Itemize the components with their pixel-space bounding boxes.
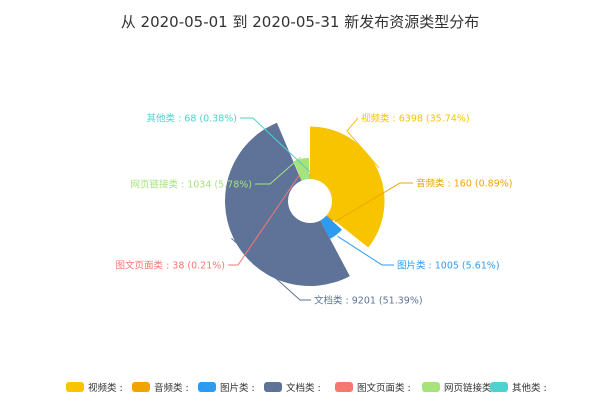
leader-line-0 [346,117,380,169]
leader-lines-group [228,117,413,301]
legend-swatch-2[interactable] [198,382,216,392]
legend-label-0[interactable]: 视频类 : [88,382,123,394]
slice-2[interactable] [320,215,342,239]
legend-swatch-4[interactable] [335,382,353,392]
legend-label-1[interactable]: 音频类 : [154,382,189,394]
slice-label-1: 音频类 : 160 (0.89%) [416,178,513,190]
slices-group [225,122,385,286]
leader-line-5 [255,156,302,185]
legend: 视频类 : 音频类 : 图片类 : 文档类 : 图文页面类 : 网页链接类 : 其他类 : [66,382,547,394]
slice-label-5: 网页链接类 : 1034 (5.78%) [130,179,252,191]
legend-swatch-5[interactable] [422,382,440,392]
legend-label-3[interactable]: 文档类 : [286,382,321,394]
slice-3[interactable] [225,122,350,286]
legend-label-6[interactable]: 其他类 : [512,382,547,394]
labels-group: 视频类 : 6398 (35.74%) 音频类 : 160 (0.89%) 图片类 … [116,113,513,307]
leader-line-4 [228,174,300,266]
leader-line-6 [240,117,311,172]
slice-1[interactable] [326,214,334,222]
legend-swatch-0[interactable] [66,382,84,392]
leader-line-1 [334,182,413,223]
slice-6[interactable] [309,173,311,180]
leader-line-2 [337,235,394,266]
slice-label-2: 图片类 : 1005 (5.61%) [397,260,500,272]
slice-label-0: 视频类 : 6398 (35.74%) [361,113,470,125]
chart-title: 从 2020-05-01 到 2020-05-31 新发布资源类型分布 [121,13,479,31]
slice-0[interactable] [310,126,385,248]
legend-label-5[interactable]: 网页链接类 : [444,382,498,394]
legend-swatch-1[interactable] [132,382,150,392]
slice-label-4: 图文页面类 : 38 (0.21%) [116,260,225,272]
leader-line-3 [231,237,311,301]
legend-label-4[interactable]: 图文页面类 : [357,382,411,394]
slice-label-6: 其他类 : 68 (0.38%) [147,113,237,125]
legend-swatch-6[interactable] [490,382,508,392]
slice-label-3: 文档类 : 9201 (51.39%) [314,295,423,307]
legend-label-2[interactable]: 图片类 : [220,382,255,394]
slice-5[interactable] [293,157,310,181]
legend-swatch-3[interactable] [264,382,282,392]
